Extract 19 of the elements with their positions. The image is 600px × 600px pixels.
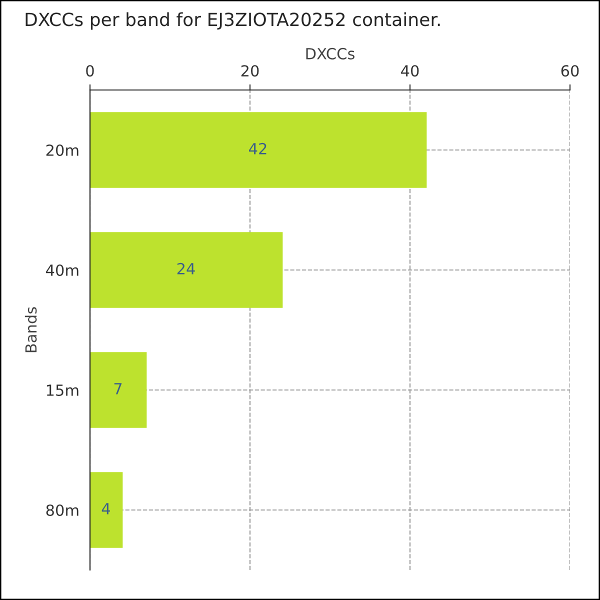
y-tick-label: 15m — [46, 384, 78, 396]
y-axis-title: Bands — [24, 307, 37, 352]
bar — [90, 472, 123, 548]
data-label: 24 — [177, 262, 195, 274]
data-label: 7 — [114, 383, 122, 394]
x-tick-label: 40 — [401, 65, 419, 77]
x-tick-label: 20 — [241, 65, 259, 77]
data-label: 42 — [249, 142, 266, 154]
y-tick-label: 20m — [46, 144, 78, 156]
bar — [90, 232, 283, 308]
x-tick-label: 60 — [561, 65, 579, 77]
chart-title: DXCCs per band for EJ3ZIOTA20252 container. — [26, 12, 440, 30]
data-label: 4 — [102, 503, 110, 514]
bar — [90, 352, 147, 428]
bar — [90, 112, 427, 188]
x-axis-title: DXCCs — [306, 48, 354, 60]
y-tick-label: 80m — [46, 504, 78, 516]
y-tick-label: 40m — [46, 264, 78, 276]
x-tick-label: 0 — [86, 65, 94, 77]
